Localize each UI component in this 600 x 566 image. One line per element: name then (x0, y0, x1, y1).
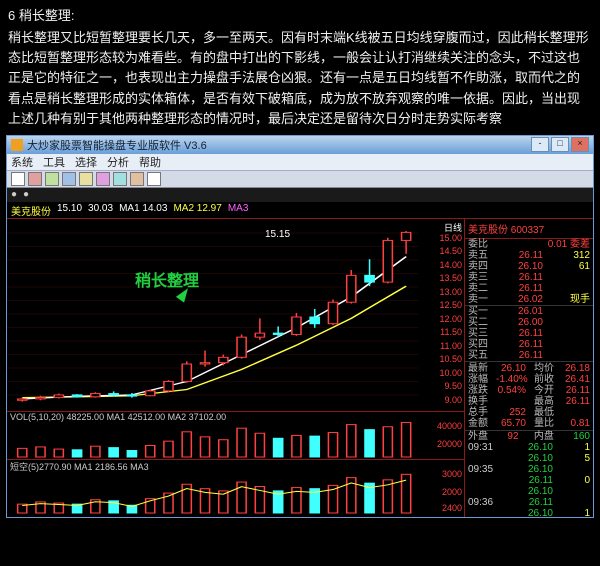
hdr-ma2: MA2 12.97 (173, 203, 221, 217)
tick-list[interactable]: 09:3126.10126.10509:3526.1026.11026.1009… (465, 442, 593, 517)
menu-select[interactable]: 选择 (75, 154, 97, 170)
tick-row: 09:3626.11 (465, 497, 593, 508)
price-ylab: 14.50 (439, 246, 462, 256)
vol-ylab: 40000 (437, 421, 462, 431)
tick-row: 26.101 (465, 508, 593, 517)
ext-int-row: 外盘92 内盘160 (465, 431, 593, 442)
tb-btn[interactable] (96, 172, 110, 186)
tick-row: 09:3526.10 (465, 464, 593, 475)
tb-btn[interactable] (79, 172, 93, 186)
tb-btn[interactable] (11, 172, 25, 186)
price-ylab: 10.00 (439, 368, 462, 378)
app-window: 大炒家股票智能操盘专业版软件 V3.6 - □ × 系统 工具 选择 分析 帮助… (6, 135, 594, 518)
tb-btn[interactable] (62, 172, 76, 186)
tb-btn[interactable] (28, 172, 42, 186)
close-button[interactable]: × (571, 137, 589, 152)
hdr-val: 15.10 (57, 203, 82, 217)
book-row: 卖一26.02现手 (465, 294, 593, 305)
ratio-row: 委比0.01 委差 (465, 239, 593, 250)
stock-name: 美克股份 (11, 203, 51, 217)
tick-row: 26.10 (465, 486, 593, 497)
chart-area[interactable]: 稍长整理 15.15 日线 15.0014.5014.0013.5013.001… (7, 219, 464, 517)
sidebar-header: 美克股份 600337 (465, 219, 593, 239)
summary-row: 涨跌0.54%今开26.11 (465, 385, 593, 396)
tb-btn[interactable] (130, 172, 144, 186)
price-ylab: 15.00 (439, 233, 462, 243)
book-row: 买三26.11 (465, 328, 593, 339)
stock-code-label: 美克股份 600337 (468, 221, 544, 236)
ind-ylab: 3000 (442, 469, 462, 479)
vol-ylab: 20000 (437, 439, 462, 449)
book-row: 卖三26.11 (465, 272, 593, 283)
toolbar-secondary: ● ● (7, 188, 593, 202)
book-row: 买五26.11 (465, 350, 593, 361)
t2-item[interactable]: ● (23, 189, 29, 200)
indicator-chart[interactable]: 短空(5)2770.90 MA1 2186.56 MA3 3000 2000 2… (7, 459, 464, 517)
ind-ylab: 2000 (442, 487, 462, 497)
tb-btn[interactable] (113, 172, 127, 186)
article-title: 6 稍长整理: (8, 6, 592, 26)
summary-row: 金额65.70量比0.81 (465, 418, 593, 429)
quote-summary: 最新26.10均价26.18涨幅-1.40%前收26.41涨跌0.54%今开26… (465, 362, 593, 431)
t2-item[interactable]: ● (11, 189, 17, 200)
price-ylab: 12.00 (439, 314, 462, 324)
price-ylab: 9.00 (444, 395, 462, 405)
ratio-val: 0.01 委差 (548, 239, 590, 250)
bid-book: 买一26.01买二26.00买三26.11买四26.11买五26.11 (465, 306, 593, 362)
book-row: 卖二26.11 (465, 283, 593, 294)
summary-row: 总手252最低 (465, 407, 593, 418)
menu-help[interactable]: 帮助 (139, 154, 161, 170)
price-chart[interactable]: 稍长整理 15.15 日线 15.0014.5014.0013.5013.001… (7, 219, 464, 412)
price-ylab: 12.50 (439, 300, 462, 310)
summary-row: 涨幅-1.40%前收26.41 (465, 374, 593, 385)
book-row: 卖五26.11312 (465, 250, 593, 261)
ind-header: 短空(5)2770.90 MA1 2186.56 MA3 (10, 460, 149, 473)
price-ylab: 11.50 (440, 327, 462, 337)
price-ylab: 10.50 (439, 354, 462, 364)
price-ylab: 14.00 (439, 260, 462, 270)
book-row: 买四26.11 (465, 339, 593, 350)
hdr-ma3: MA3 (228, 203, 249, 217)
menu-system[interactable]: 系统 (11, 154, 33, 170)
toolbar (7, 170, 593, 188)
minimize-button[interactable]: - (531, 137, 549, 152)
workspace: 稍长整理 15.15 日线 15.0014.5014.0013.5013.001… (7, 219, 593, 517)
ext-val: 92 (507, 431, 518, 442)
quote-sidebar: 美克股份 600337 委比0.01 委差 卖五26.11312卖四26.106… (464, 219, 593, 517)
summary-row: 换手最高26.11 (465, 396, 593, 407)
menu-bar: 系统 工具 选择 分析 帮助 (7, 154, 593, 170)
tb-btn[interactable] (45, 172, 59, 186)
price-ylab: 9.50 (444, 381, 462, 391)
book-row: 买二26.00 (465, 317, 593, 328)
vol-header: VOL(5,10,20) 48225.00 MA1 42512.00 MA2 3… (10, 412, 226, 422)
app-icon (11, 139, 23, 151)
article-text: 6 稍长整理: 稍长整理又比短暂整理要长几天，多一至两天。因有时末端K线被五日均… (0, 0, 600, 133)
menu-tools[interactable]: 工具 (43, 154, 65, 170)
tick-row: 09:3126.101 (465, 442, 593, 453)
volume-chart[interactable]: VOL(5,10,20) 48225.00 MA1 42512.00 MA2 3… (7, 411, 464, 460)
last-price-label: 15.15 (265, 229, 290, 240)
hdr-ma1: MA1 14.03 (119, 203, 167, 217)
menu-analysis[interactable]: 分析 (107, 154, 129, 170)
int-val: 160 (573, 431, 590, 442)
tick-row: 26.110 (465, 475, 593, 486)
book-row: 卖四26.1061 (465, 261, 593, 272)
tick-row: 26.105 (465, 453, 593, 464)
window-titlebar[interactable]: 大炒家股票智能操盘专业版软件 V3.6 - □ × (7, 136, 593, 154)
book-row: 买一26.01 (465, 306, 593, 317)
ind-ylab: 2400 (442, 503, 462, 513)
tb-btn[interactable] (147, 172, 161, 186)
price-ylab: 13.50 (439, 273, 462, 283)
stock-header: 美克股份 15.10 30.03 MA1 14.03 MA2 12.97 MA3 (7, 202, 593, 219)
hdr-val: 30.03 (88, 203, 113, 217)
article-body: 稍长整理又比短暂整理要长几天，多一至两天。因有时末端K线被五日均线穿腹而过，因此… (8, 28, 592, 129)
ask-book: 卖五26.11312卖四26.1061卖三26.11卖二26.11卖一26.02… (465, 250, 593, 306)
summary-row: 最新26.10均价26.18 (465, 363, 593, 374)
price-ylab: 13.00 (439, 287, 462, 297)
price-ylab: 11.00 (440, 341, 462, 351)
window-caption: 大炒家股票智能操盘专业版软件 V3.6 (27, 137, 529, 153)
maximize-button[interactable]: □ (551, 137, 569, 152)
